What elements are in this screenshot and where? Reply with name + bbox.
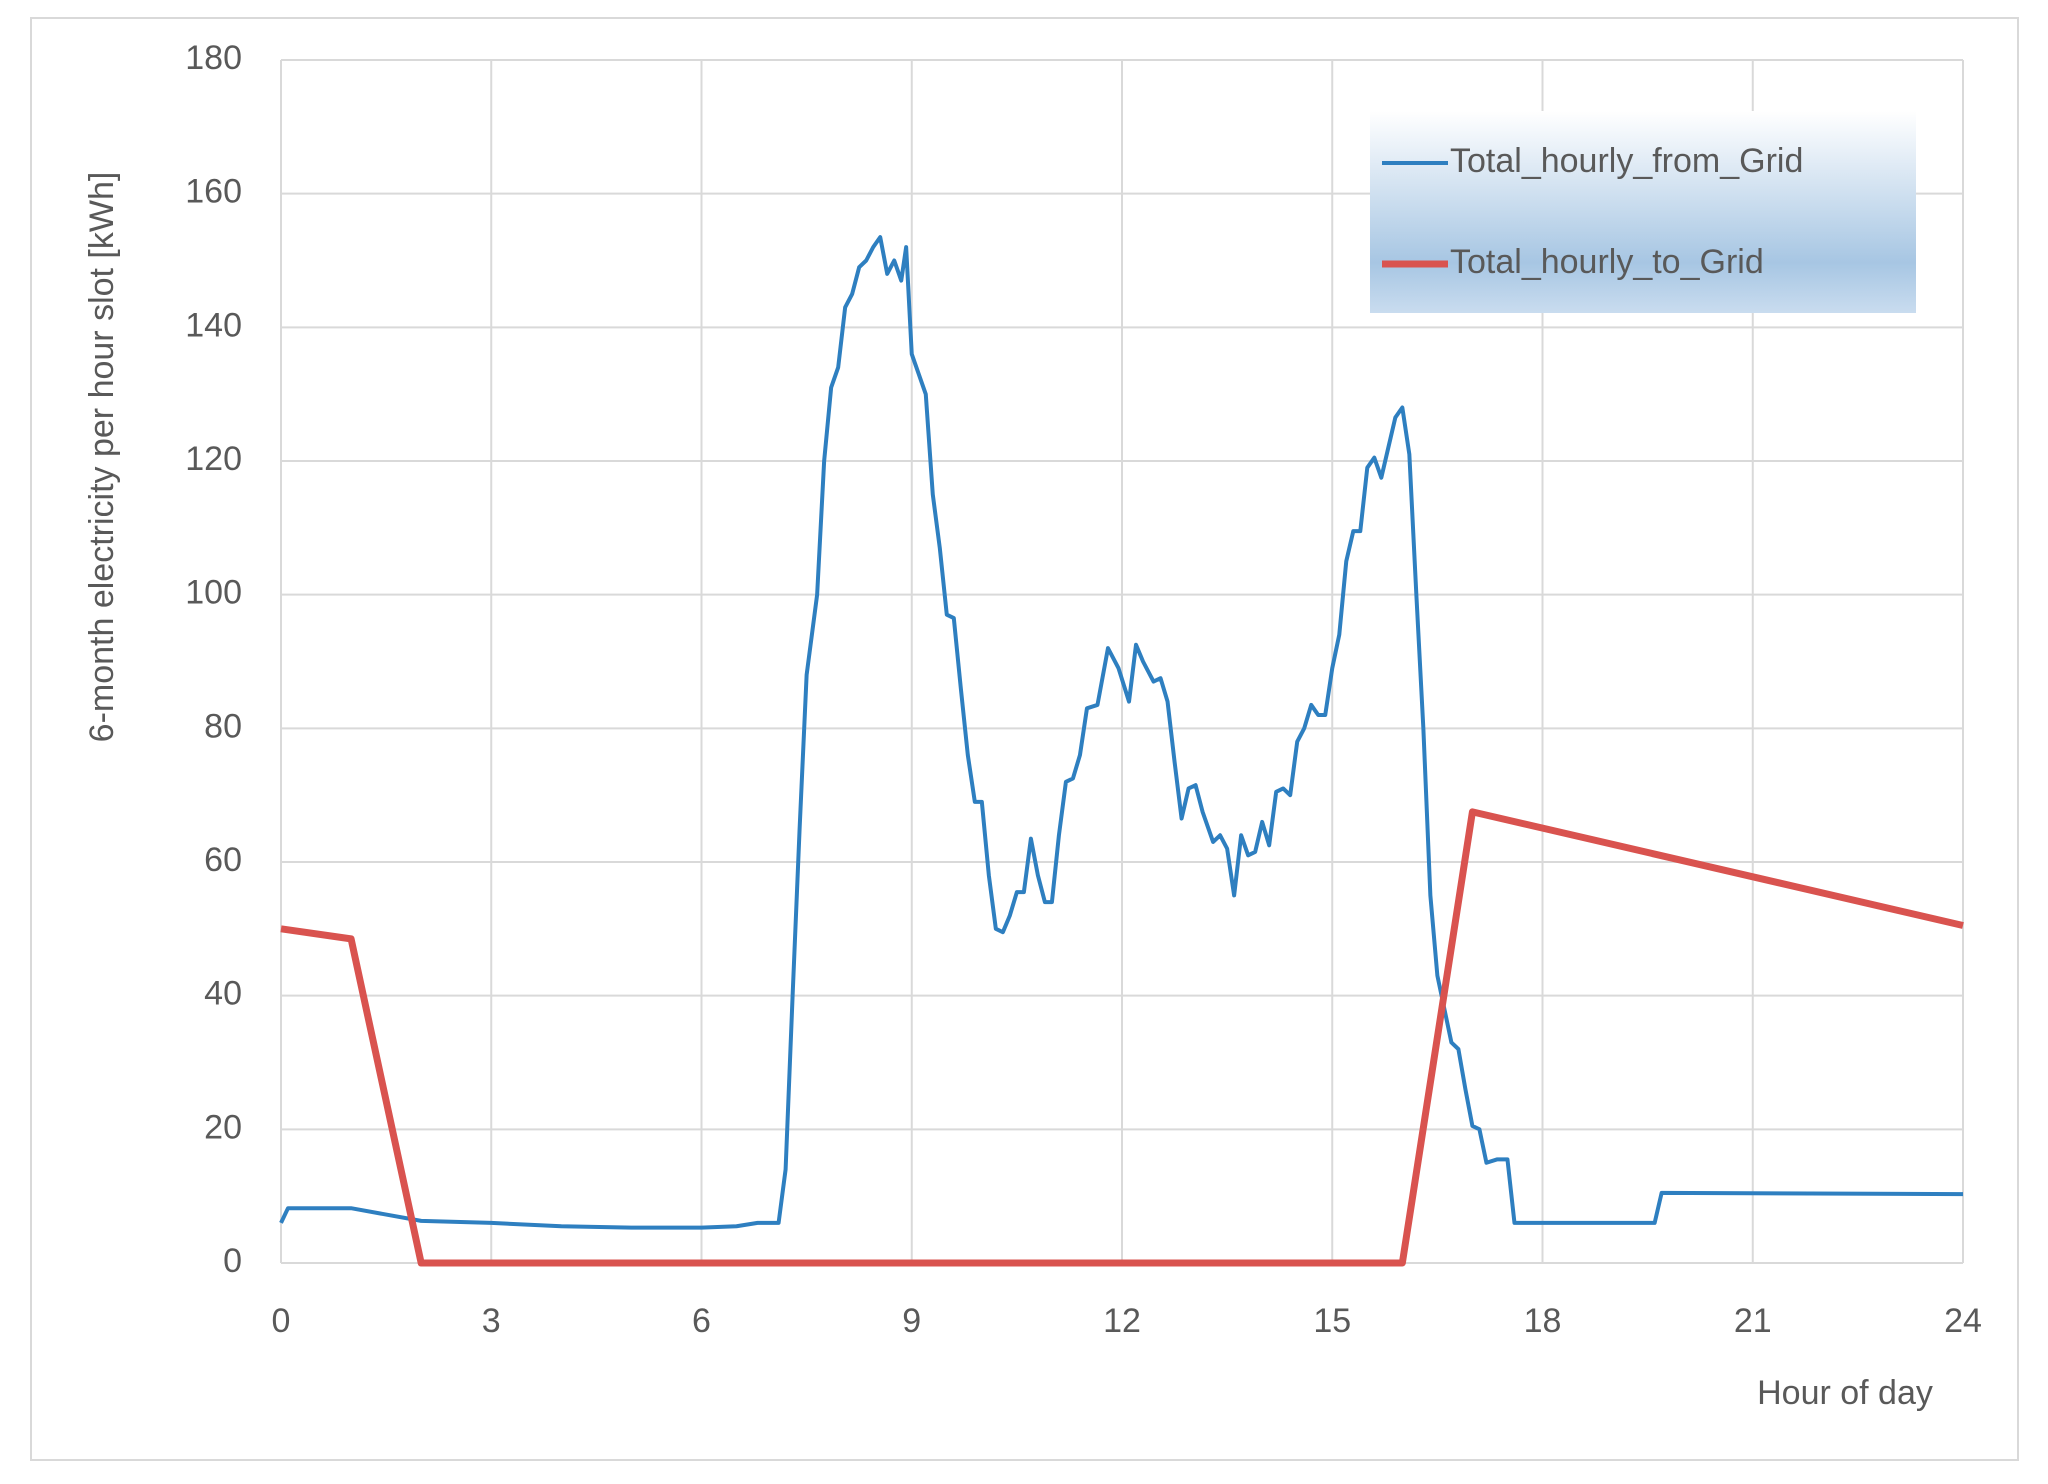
- x-tick-label: 15: [1313, 1302, 1351, 1340]
- y-tick-label: 140: [185, 306, 242, 344]
- y-tick-label: 40: [204, 975, 242, 1013]
- legend-label: Total_hourly_from_Grid: [1450, 142, 1803, 180]
- x-tick-label: 9: [902, 1302, 921, 1340]
- y-tick-label: 0: [223, 1242, 242, 1280]
- y-tick-label: 80: [204, 707, 242, 745]
- x-tick-label: 12: [1103, 1302, 1141, 1340]
- x-tick-label: 18: [1524, 1302, 1562, 1340]
- x-tick-label: 3: [482, 1302, 501, 1340]
- y-tick-label: 180: [185, 39, 242, 77]
- x-tick-label: 6: [692, 1302, 711, 1340]
- y-axis-title: 6-month electricity per hour slot [kWh]: [83, 172, 121, 743]
- y-tick-label: 20: [204, 1108, 242, 1146]
- data-line: [279, 235, 1964, 1230]
- grid: 0 20 40 60 80 100 120 140 160 180 0 3 6 9 12 15 18 21 24: [185, 39, 1982, 1340]
- y-tick-label: 120: [185, 440, 242, 478]
- x-tick-label: 24: [1944, 1302, 1982, 1340]
- x-tick-label: 0: [272, 1302, 291, 1340]
- legend-label: Total_hourly_to_Grid: [1450, 243, 1764, 281]
- y-tick-label: 100: [185, 574, 242, 612]
- legend: Total_hourly_from_Grid Total_hourly_to_Gr…: [1370, 111, 1916, 313]
- legend-box: [1370, 111, 1916, 313]
- x-tick-label: 21: [1734, 1302, 1772, 1340]
- plot: [279, 235, 1964, 1267]
- y-tick-label: 160: [185, 173, 242, 211]
- x-axis-title: Hour of day: [1757, 1374, 1933, 1412]
- y-tick-label: 60: [204, 841, 242, 879]
- data-line: [280, 808, 1964, 1267]
